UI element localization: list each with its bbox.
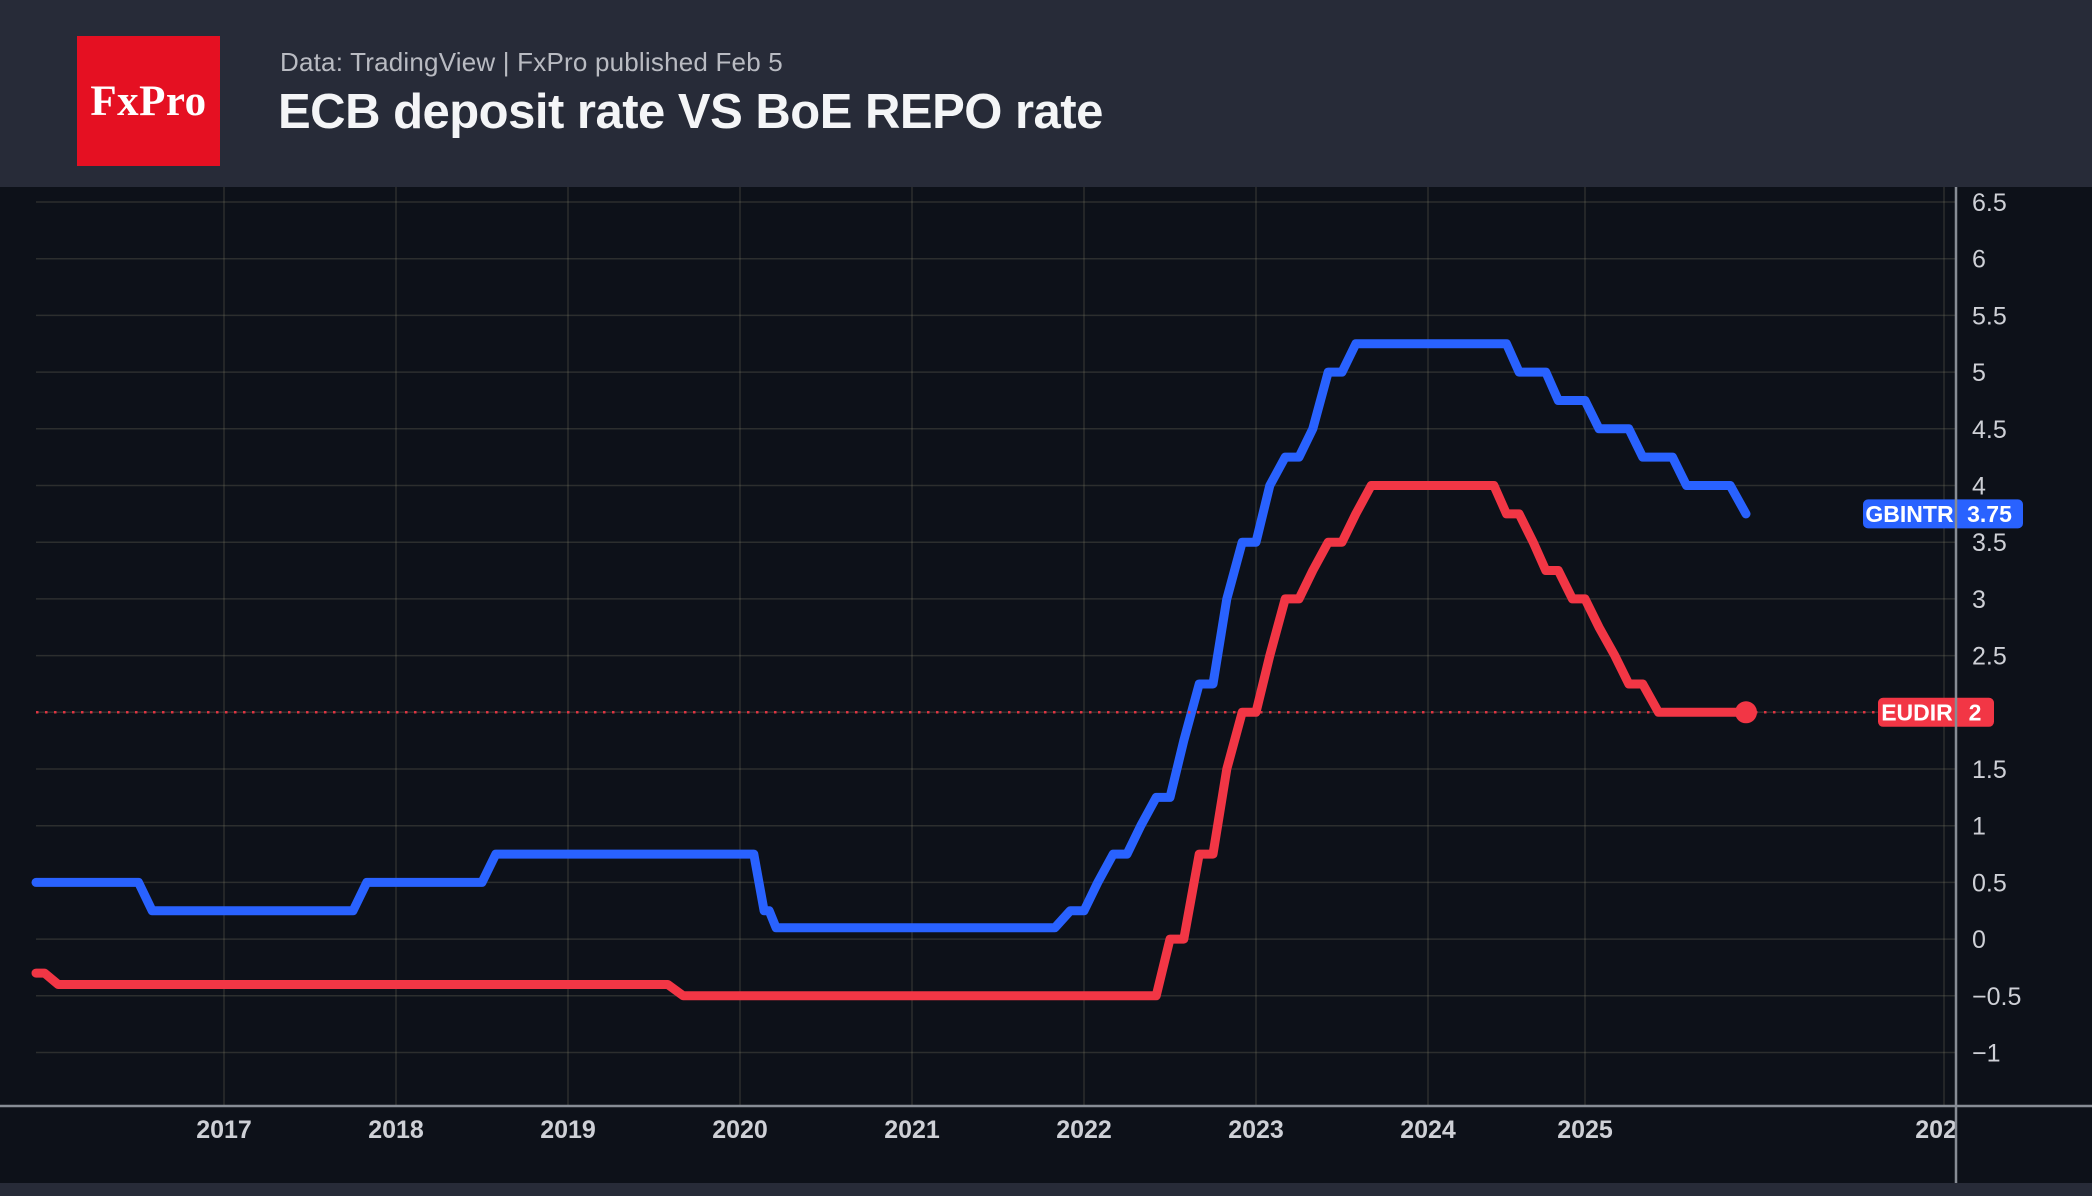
time-axis-label: 2022 <box>1056 1116 1112 1144</box>
time-axis-label: 2019 <box>540 1116 596 1144</box>
gbintr-badge-name: GBINTR <box>1865 501 1954 527</box>
time-axis-label: 2025 <box>1557 1116 1613 1144</box>
time-axis-label-partial: 202 <box>1915 1116 1957 1144</box>
page-title: ECB deposit rate VS BoE REPO rate <box>278 85 1103 139</box>
eudir-price-badge <box>1878 697 1994 727</box>
vertical-gridlines <box>223 187 1945 1106</box>
time-axis-label: 2021 <box>884 1116 940 1144</box>
price-axis-label: 6.5 <box>1972 189 2007 217</box>
series-line-eudir <box>31 481 1751 1001</box>
horizontal-gridlines <box>36 201 1956 1054</box>
fxpro-logo: FxPro <box>77 36 220 166</box>
price-axis-label: 3.5 <box>1972 529 2007 557</box>
footer-strip <box>0 1183 2092 1196</box>
price-axis-labels: −1 −0.5 0 0.5 1 1.5 2 2.5 3 3.5 4 4.5 5 5.5 6 6.5 <box>1972 189 2021 1068</box>
time-axis-label: 2020 <box>712 1116 768 1144</box>
chart-source-caption: Data: TradingView | FxPro published Feb … <box>280 47 783 77</box>
price-axis-label: 6 <box>1972 246 1986 274</box>
eudir-last-point-dot <box>1735 701 1757 724</box>
price-axis-label: 0 <box>1972 926 1986 954</box>
eudir-badge-value: 2 <box>1969 699 1982 725</box>
time-axis-labels: 2017 2018 2019 2020 2021 2022 2023 2024 2025 202 <box>196 1116 1957 1144</box>
price-axis-label: 1.5 <box>1972 756 2007 784</box>
price-badge-texts: GBINTR 3.75 EUDIR 2 <box>1865 501 2012 725</box>
gbintr-price-badge <box>1863 499 2023 529</box>
price-axis-label: 3 <box>1972 586 1986 614</box>
series-line-gbintr <box>31 339 1751 933</box>
price-axis-label: −0.5 <box>1972 983 2021 1011</box>
price-badges <box>1863 499 2023 727</box>
price-axis-label: 1 <box>1972 813 1986 841</box>
time-axis-label: 2023 <box>1228 1116 1284 1144</box>
gbintr-badge-value: 3.75 <box>1967 501 2012 527</box>
price-axis-label: 4.5 <box>1972 416 2007 444</box>
price-axis-label: 5 <box>1972 359 1986 387</box>
price-axis-label: 0.5 <box>1972 869 2007 897</box>
price-axis-label: 4 <box>1972 473 1986 501</box>
time-axis-label: 2017 <box>196 1116 252 1144</box>
price-axis-label: −1 <box>1972 1040 2001 1068</box>
price-axis-label: 5.5 <box>1972 302 2007 330</box>
time-axis-label: 2018 <box>368 1116 424 1144</box>
time-axis-label: 2024 <box>1400 1116 1456 1144</box>
header: FxPro Data: TradingView | FxPro publishe… <box>0 0 2092 187</box>
price-axis-label: 2.5 <box>1972 643 2007 671</box>
eudir-badge-name: EUDIR <box>1881 699 1953 725</box>
fxpro-logo-text: FxPro <box>90 77 207 125</box>
